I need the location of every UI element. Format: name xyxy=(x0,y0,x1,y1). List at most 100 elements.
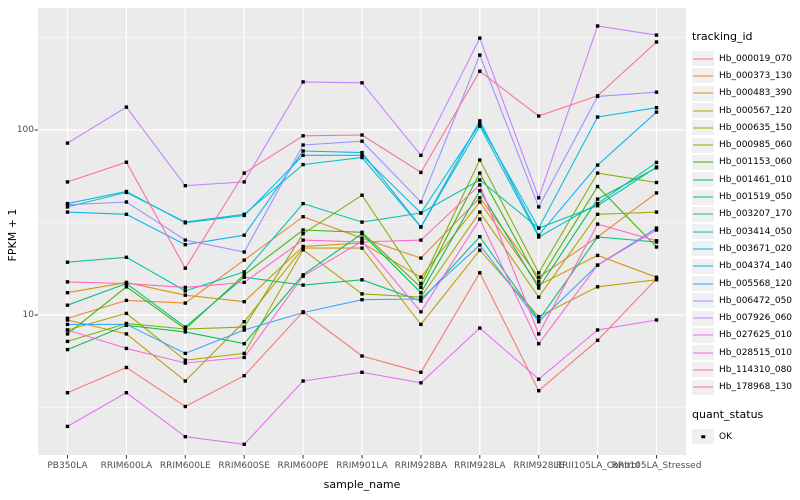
data-point-marker xyxy=(654,239,659,243)
data-point-marker xyxy=(595,338,600,342)
data-point-marker xyxy=(595,184,600,189)
quant-status-legend-label: OK xyxy=(719,431,732,442)
data-point-marker xyxy=(537,320,541,324)
data-point-marker xyxy=(419,281,423,286)
legend-key-line-icon xyxy=(693,317,713,319)
x-tick-label: RRII105LA_Stressed xyxy=(611,461,702,471)
data-point-marker xyxy=(419,211,423,215)
legend-item-label: Hb_000635_150 xyxy=(719,122,793,133)
legend-key-line-icon xyxy=(693,127,713,129)
legend-item: Hb_114310_080 xyxy=(692,361,798,378)
legend-key xyxy=(692,276,714,291)
data-point-marker xyxy=(595,94,600,98)
legend-item-label: Hb_027625_010 xyxy=(719,330,793,341)
data-point-marker xyxy=(124,391,129,395)
data-point-marker xyxy=(537,226,541,230)
data-point-marker xyxy=(478,326,482,330)
data-point-marker xyxy=(537,283,541,287)
data-point-marker xyxy=(478,36,482,40)
data-point-marker xyxy=(478,243,482,247)
legend-item: Hb_027625_010 xyxy=(692,327,798,344)
data-point-marker xyxy=(419,295,423,299)
data-point-marker xyxy=(419,322,423,327)
data-point-marker xyxy=(654,90,659,94)
legend-key-line-icon xyxy=(693,231,713,233)
data-point-marker xyxy=(595,163,600,167)
data-point-marker xyxy=(478,119,482,123)
data-point-marker xyxy=(301,310,305,315)
y-tick-label: 100 xyxy=(16,125,34,135)
data-point-marker xyxy=(301,228,305,232)
legend-item: Hb_000373_130 xyxy=(692,67,798,84)
legend-key-line-icon xyxy=(693,300,713,302)
data-point-marker xyxy=(595,235,600,239)
data-point-marker xyxy=(242,270,246,274)
data-point-marker xyxy=(537,233,541,237)
data-point-marker xyxy=(478,53,482,57)
legend-item-label: Hb_007926_060 xyxy=(719,313,793,324)
data-point-marker xyxy=(595,115,600,119)
legend-item-label: Hb_000985_060 xyxy=(719,140,793,151)
data-point-marker xyxy=(242,180,246,184)
legend-key-line-icon xyxy=(693,386,713,388)
quant-status-legend-title: quant_status xyxy=(692,407,764,421)
data-point-marker xyxy=(242,374,246,378)
legend-key xyxy=(692,258,714,274)
data-point-marker xyxy=(124,281,129,286)
data-point-marker xyxy=(537,275,541,279)
legend-key-line-icon xyxy=(693,283,713,284)
legend-key xyxy=(692,103,714,119)
legend-item: Hb_000567_120 xyxy=(692,102,798,119)
data-point-marker xyxy=(654,275,659,279)
data-point-marker xyxy=(124,200,129,204)
data-point-marker xyxy=(360,354,364,358)
data-point-marker xyxy=(478,69,482,73)
x-tick-label: RRIM600LE xyxy=(159,461,211,471)
data-point-marker xyxy=(595,204,600,208)
data-point-marker xyxy=(478,158,482,162)
data-point-marker xyxy=(301,238,305,242)
x-tick-label: RRIM600LA xyxy=(100,461,153,471)
data-point-marker xyxy=(654,228,659,232)
data-point-marker xyxy=(595,24,600,28)
data-point-marker xyxy=(654,278,659,282)
data-point-marker xyxy=(654,226,659,230)
data-point-marker xyxy=(242,325,246,329)
data-point-marker xyxy=(242,351,246,356)
data-point-marker xyxy=(301,248,305,252)
data-point-marker xyxy=(478,235,482,239)
data-point-marker xyxy=(242,328,246,332)
data-point-marker xyxy=(65,318,70,322)
data-point-marker xyxy=(478,122,482,126)
legend-item: Hb_001461_010 xyxy=(692,171,798,188)
data-point-marker xyxy=(65,391,70,395)
quant-status-legend: quant_status OK xyxy=(692,408,798,445)
legend-item: Hb_003671_020 xyxy=(692,240,798,257)
legend-item: Hb_005568_120 xyxy=(692,275,798,292)
data-point-marker xyxy=(478,200,482,204)
data-point-marker xyxy=(301,143,305,147)
data-point-marker xyxy=(595,253,600,258)
data-point-marker xyxy=(124,105,129,109)
legend-item: Hb_003207_170 xyxy=(692,206,798,223)
legend-key xyxy=(692,154,714,170)
data-point-marker xyxy=(595,201,600,206)
x-axis-title: sample_name xyxy=(323,478,401,491)
data-point-marker xyxy=(478,248,482,252)
legend-key xyxy=(692,85,714,101)
data-point-marker xyxy=(124,212,129,216)
data-point-marker xyxy=(65,210,70,214)
data-point-marker xyxy=(242,300,246,304)
legend-key xyxy=(692,224,714,240)
data-point-marker xyxy=(301,80,305,84)
data-point-marker xyxy=(654,180,659,185)
data-point-marker xyxy=(478,217,482,221)
data-point-marker xyxy=(360,298,364,302)
x-tick-label: RRII105LA_Control xyxy=(555,461,640,471)
data-point-marker xyxy=(537,286,541,290)
data-point-marker xyxy=(537,196,541,200)
legend-item: Hb_003414_050 xyxy=(692,223,798,240)
data-point-marker xyxy=(419,381,423,385)
data-point-marker xyxy=(654,318,659,322)
